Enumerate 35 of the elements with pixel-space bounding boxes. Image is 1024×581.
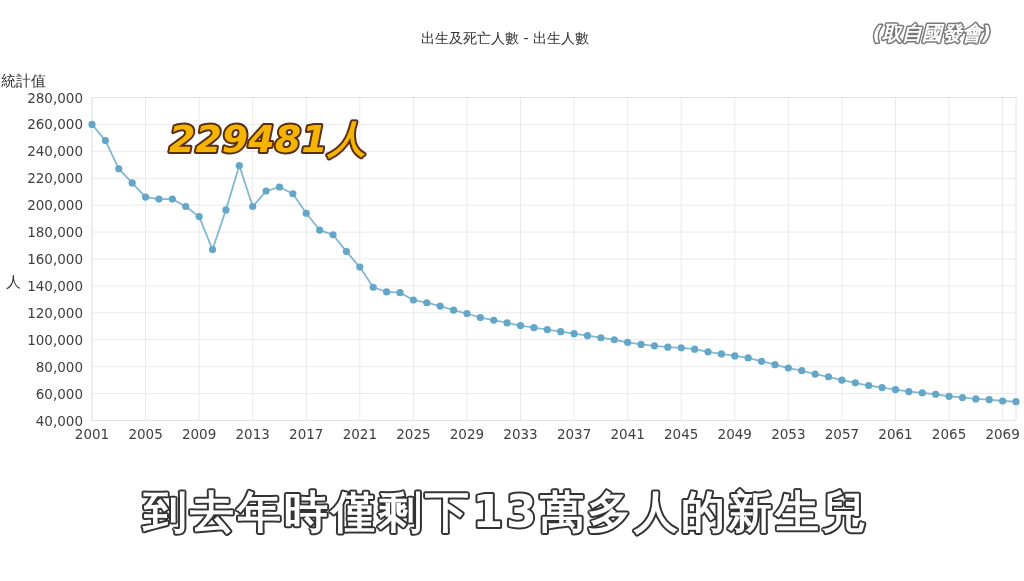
y-tick-label: 280,000: [27, 89, 83, 106]
y-tick-label: 180,000: [27, 224, 83, 241]
x-tick-label: 2005: [128, 425, 163, 442]
y-tick-label: 220,000: [27, 170, 83, 187]
x-tick-label: 2065: [931, 425, 967, 442]
x-tick-label: 2057: [824, 425, 860, 442]
x-tick-label: 2029: [449, 425, 485, 442]
annotation: 229481人: [168, 117, 366, 162]
y-tick-label: 240,000: [27, 143, 83, 160]
y-tick-label: 160,000: [27, 251, 83, 267]
x-tick-label: 2033: [503, 425, 538, 442]
y-tick-label: 140,000: [27, 277, 83, 294]
x-tick-label: 2069: [985, 425, 1020, 442]
x-tick-label: 2049: [717, 425, 752, 442]
x-tick-label: 2013: [235, 425, 270, 442]
y-axis-title: 人: [5, 273, 21, 291]
x-tick-label: 2061: [878, 425, 913, 442]
y-tick-label: 260,000: [27, 116, 83, 133]
y-tick-label: 120,000: [27, 304, 83, 321]
chart-title: 出生及死亡人數 - 出生人數: [421, 30, 589, 46]
text: 到去年時僅剩下13萬多人的新生兒: [142, 486, 869, 537]
y-tick-label: 60,000: [35, 385, 83, 402]
x-tick-label: 2009: [181, 425, 217, 442]
x-tick-label: 2017: [289, 425, 324, 442]
y-tick-label: 80,000: [35, 358, 83, 375]
text: (取自國發會): [872, 21, 992, 45]
x-tick-label: 2021: [342, 425, 378, 442]
x-tick-label: 2053: [771, 425, 806, 442]
x-tick-label: 2025: [396, 425, 431, 442]
x-tick-label: 2045: [664, 425, 699, 442]
y-tick-label: 200,000: [27, 197, 83, 214]
x-tick-label: 2037: [556, 425, 592, 442]
x-tick-label: 2041: [610, 425, 645, 442]
y-tick-label: 100,000: [27, 331, 83, 348]
text: 統計值: [1, 72, 46, 90]
